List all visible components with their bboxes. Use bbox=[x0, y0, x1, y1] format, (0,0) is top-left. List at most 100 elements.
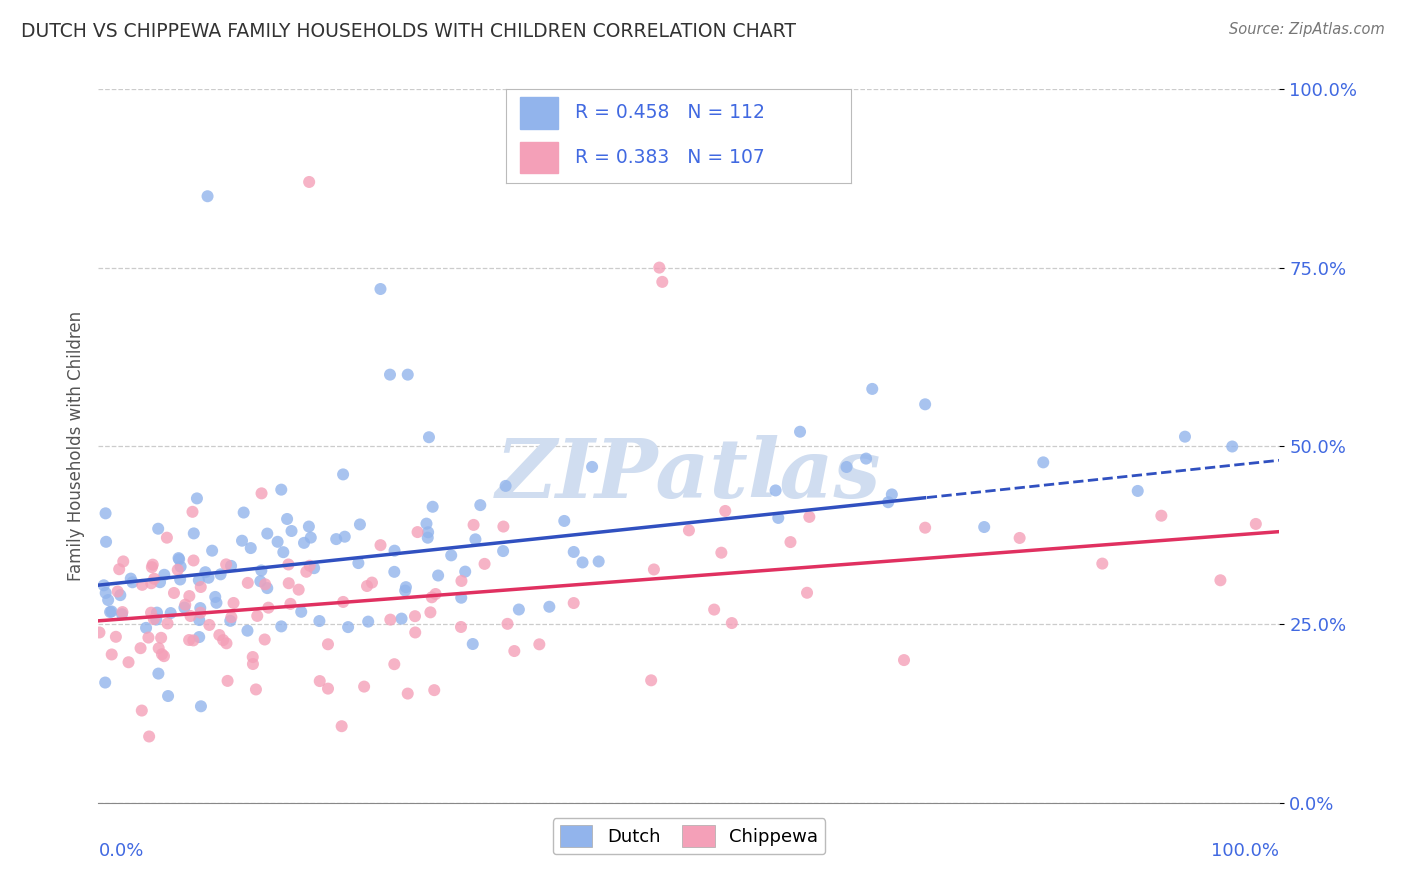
Point bbox=[256, 526, 278, 541]
Point bbox=[180, 609, 202, 624]
Point bbox=[454, 565, 477, 579]
Point bbox=[395, 580, 418, 594]
Point bbox=[138, 730, 160, 744]
Point bbox=[416, 531, 439, 545]
Point bbox=[107, 584, 129, 599]
Point bbox=[382, 657, 405, 672]
Point bbox=[353, 680, 375, 694]
Point bbox=[188, 613, 211, 627]
Point bbox=[419, 605, 441, 619]
Point bbox=[190, 699, 212, 714]
Point bbox=[396, 687, 419, 701]
Point bbox=[333, 530, 356, 544]
Point bbox=[186, 491, 208, 506]
Point bbox=[571, 556, 593, 570]
Point bbox=[474, 557, 496, 571]
Point bbox=[142, 612, 165, 626]
Point bbox=[1091, 557, 1114, 571]
Point bbox=[298, 175, 321, 189]
Point bbox=[217, 673, 239, 688]
Point bbox=[710, 546, 733, 560]
Point bbox=[588, 554, 610, 568]
Point bbox=[914, 397, 936, 411]
Point bbox=[302, 561, 325, 575]
Point bbox=[166, 563, 188, 577]
Point bbox=[648, 260, 671, 275]
Point bbox=[651, 275, 673, 289]
Point bbox=[420, 591, 443, 605]
Point bbox=[316, 681, 339, 696]
Point bbox=[187, 573, 209, 587]
Point bbox=[503, 644, 526, 658]
Point bbox=[370, 538, 392, 552]
Point bbox=[110, 588, 132, 602]
Point bbox=[678, 524, 700, 538]
Point bbox=[325, 532, 347, 546]
Point bbox=[538, 599, 561, 614]
Point bbox=[197, 571, 219, 585]
Point bbox=[470, 498, 492, 512]
Point bbox=[239, 541, 262, 555]
Point bbox=[157, 689, 180, 703]
Point bbox=[720, 615, 742, 630]
Text: DUTCH VS CHIPPEWA FAMILY HOUSEHOLDS WITH CHILDREN CORRELATION CHART: DUTCH VS CHIPPEWA FAMILY HOUSEHOLDS WITH… bbox=[21, 22, 796, 41]
Point bbox=[271, 545, 294, 559]
Y-axis label: Family Households with Children: Family Households with Children bbox=[66, 311, 84, 581]
Point bbox=[391, 612, 413, 626]
Point bbox=[308, 614, 330, 628]
Point bbox=[553, 514, 575, 528]
Point bbox=[1032, 455, 1054, 469]
Point bbox=[295, 565, 318, 579]
Point bbox=[150, 647, 173, 661]
Point bbox=[332, 595, 354, 609]
Point bbox=[163, 586, 186, 600]
Point bbox=[236, 624, 259, 638]
Point bbox=[880, 487, 903, 501]
Point bbox=[779, 535, 801, 549]
Text: R = 0.383   N = 107: R = 0.383 N = 107 bbox=[575, 148, 765, 167]
Point bbox=[179, 589, 201, 603]
Point bbox=[1008, 531, 1031, 545]
Point bbox=[94, 586, 117, 600]
Point bbox=[89, 625, 111, 640]
Point bbox=[257, 600, 280, 615]
Point bbox=[492, 519, 515, 533]
Point bbox=[208, 628, 231, 642]
Point bbox=[121, 575, 143, 590]
Point bbox=[183, 553, 205, 567]
Point bbox=[215, 636, 238, 650]
Point bbox=[256, 581, 278, 595]
Text: Source: ZipAtlas.com: Source: ZipAtlas.com bbox=[1229, 22, 1385, 37]
Point bbox=[276, 512, 298, 526]
Point bbox=[581, 459, 603, 474]
Point bbox=[148, 522, 170, 536]
Point bbox=[141, 576, 163, 591]
Point bbox=[97, 593, 120, 607]
Point bbox=[174, 598, 197, 612]
Point bbox=[169, 559, 191, 574]
Point bbox=[280, 597, 302, 611]
Point bbox=[404, 625, 426, 640]
Point bbox=[270, 619, 292, 633]
Point bbox=[131, 704, 153, 718]
Point bbox=[181, 505, 204, 519]
Point bbox=[146, 606, 169, 620]
Point bbox=[198, 618, 221, 632]
Point bbox=[245, 682, 267, 697]
Point bbox=[640, 673, 662, 688]
Point bbox=[337, 620, 360, 634]
Point bbox=[290, 605, 312, 619]
Point bbox=[173, 600, 195, 615]
Point bbox=[1126, 483, 1149, 498]
Text: R = 0.458   N = 112: R = 0.458 N = 112 bbox=[575, 103, 765, 122]
Point bbox=[190, 606, 212, 620]
Point bbox=[232, 506, 254, 520]
Point bbox=[330, 719, 353, 733]
Point bbox=[384, 543, 406, 558]
Point bbox=[280, 524, 302, 538]
Point bbox=[250, 564, 273, 578]
Point bbox=[799, 509, 821, 524]
Point bbox=[242, 657, 264, 671]
Point bbox=[266, 534, 288, 549]
Point bbox=[120, 572, 142, 586]
